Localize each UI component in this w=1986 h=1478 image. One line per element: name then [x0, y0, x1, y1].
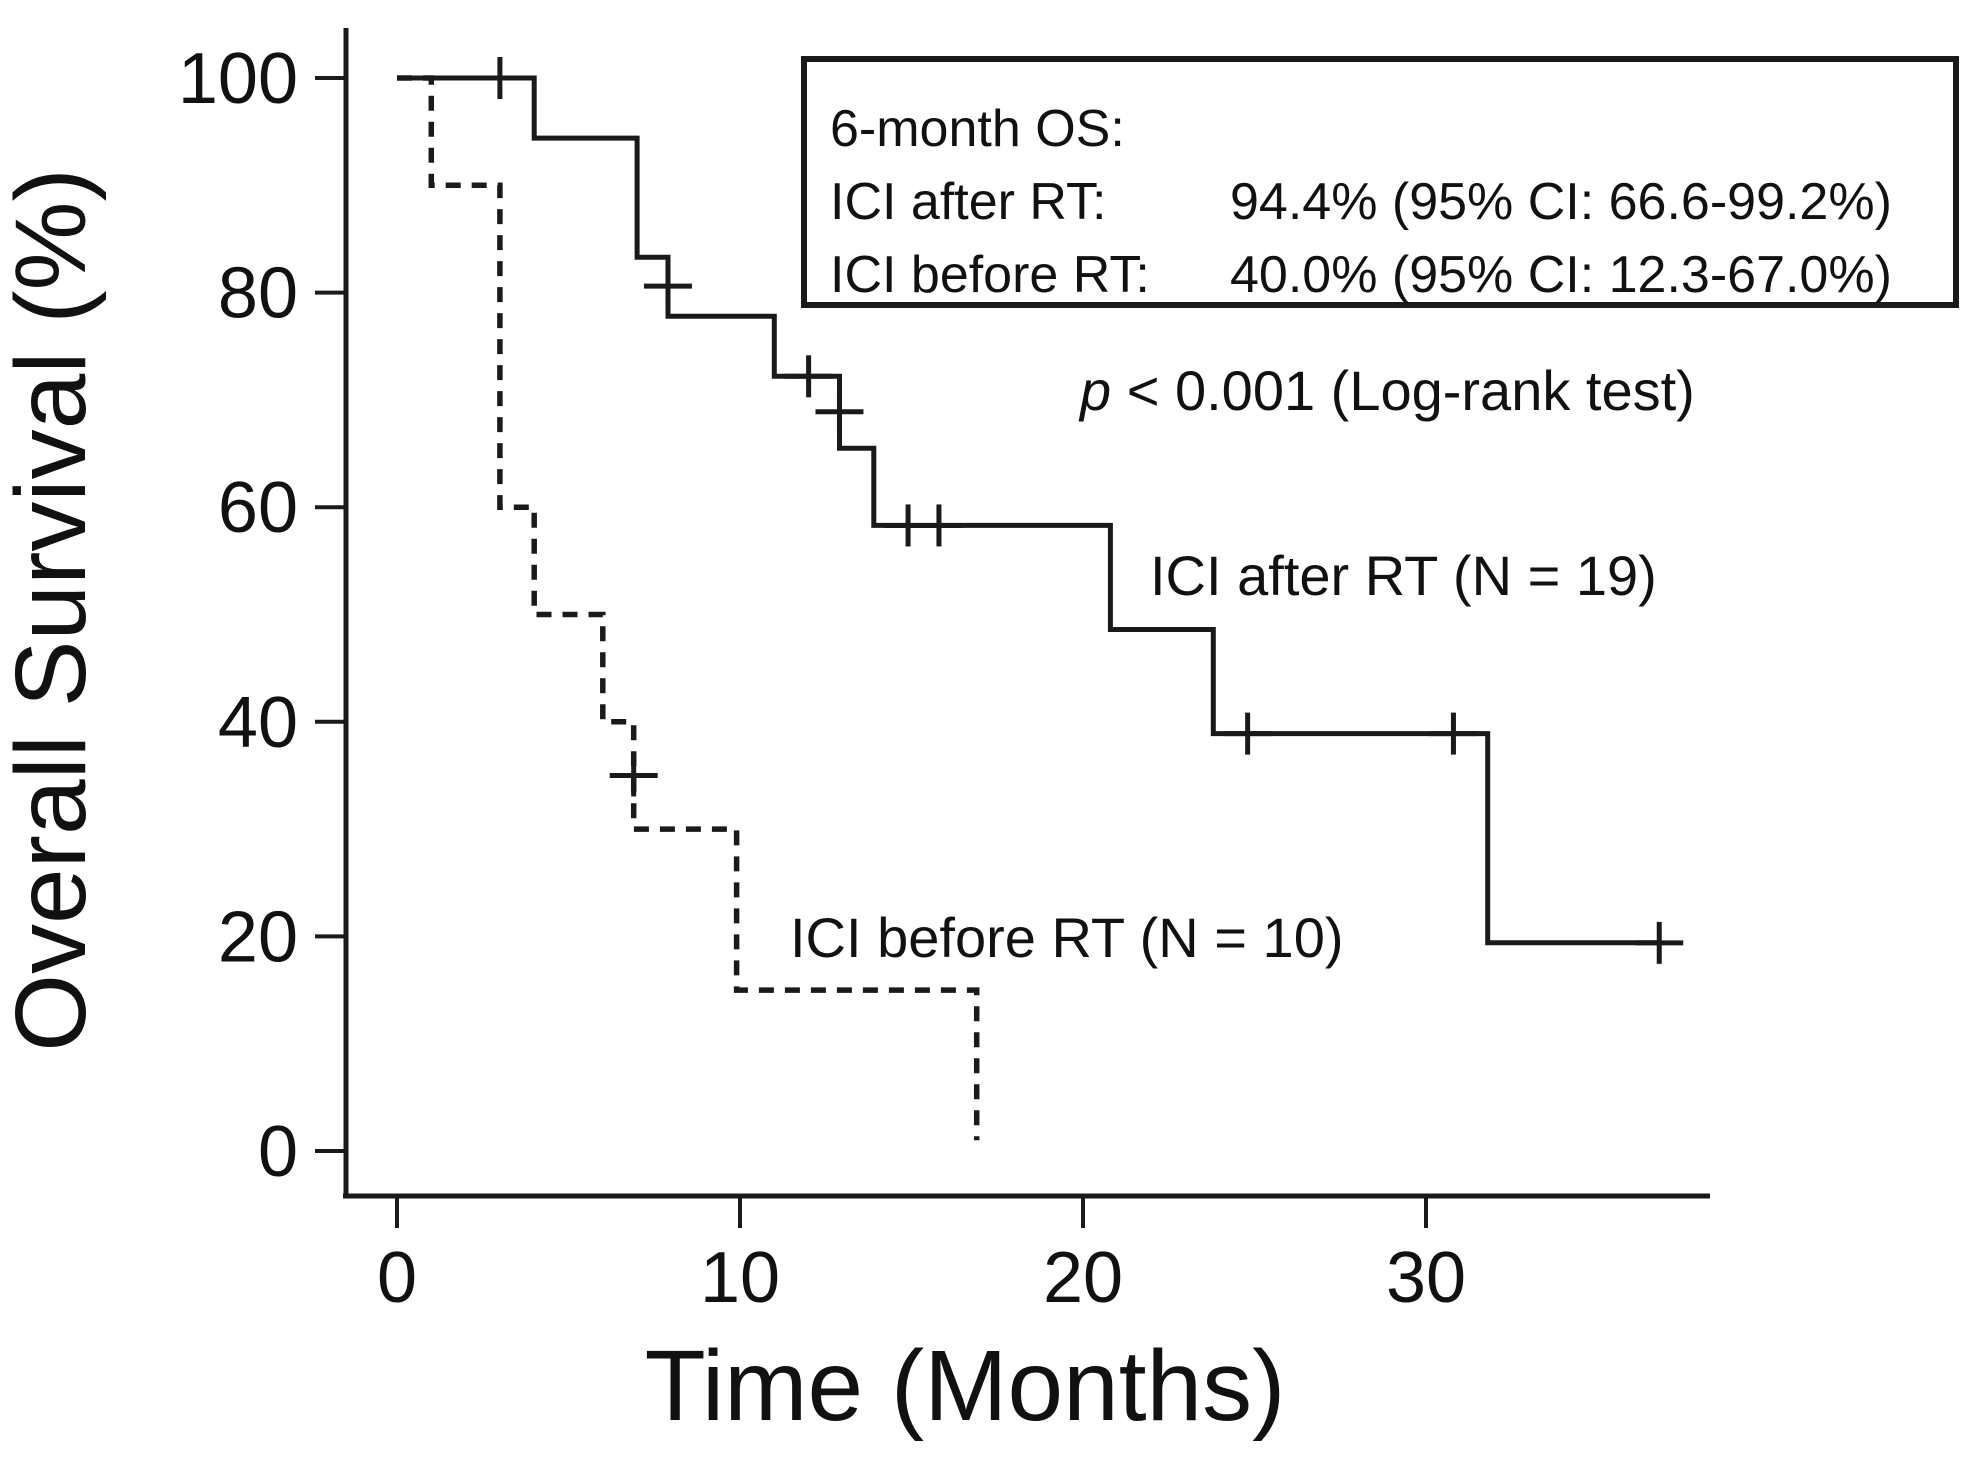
x-axis-title: Time (Months): [645, 1330, 1286, 1442]
p-text: < 0.001 (Log-rank test): [1111, 359, 1695, 422]
stats-box-row2-label: ICI before RT:: [830, 246, 1150, 304]
y-tick-label: 60: [218, 468, 298, 548]
censor-plus-mark: [784, 355, 833, 398]
censor-plus-mark: [815, 390, 864, 433]
censor-plus-mark: [914, 504, 963, 547]
km-curve-ici-before-rt: [397, 75, 980, 1141]
censor-plus-mark: [1635, 921, 1684, 964]
censor-plus-mark: [609, 754, 658, 797]
label-ici-after-rt: ICI after RT (N = 19): [1150, 544, 1657, 607]
censor-plus-mark: [643, 265, 692, 308]
y-tick-label: 0: [258, 1112, 298, 1192]
y-tick-label: 100: [178, 39, 298, 119]
censor-plus-mark: [1223, 712, 1272, 755]
stats-box: 6-month OS: ICI after RT: 94.4% (95% CI:…: [801, 56, 1959, 308]
stats-box-border: [801, 56, 1959, 308]
y-tick-label: 80: [218, 254, 298, 334]
stats-box-row1-label: ICI after RT:: [830, 173, 1106, 231]
x-tick-label: 10: [700, 1238, 780, 1318]
x-tick-label: 30: [1386, 1238, 1466, 1318]
y-tick-label: 20: [218, 897, 298, 977]
censor-plus-mark: [1429, 712, 1478, 755]
stats-box-row2-value: 40.0% (95% CI: 12.3-67.0%): [1230, 246, 1892, 304]
label-ici-before-rt: ICI before RT (N = 10): [790, 906, 1344, 969]
x-tick-label: 20: [1043, 1238, 1123, 1318]
censor-plus-mark: [475, 57, 524, 99]
x-tick-label: 0: [377, 1238, 417, 1318]
y-axis-ticks: 0 20 40 60 80 100: [178, 39, 346, 1192]
y-axis-title: Overall Survival (%): [0, 168, 107, 1052]
p-symbol: p: [1078, 359, 1111, 422]
y-tick-label: 40: [218, 683, 298, 763]
stats-box-title: 6-month OS:: [830, 100, 1125, 158]
p-value-annotation: p < 0.001 (Log-rank test): [1078, 359, 1695, 422]
stats-box-row1-value: 94.4% (95% CI: 66.6-99.2%): [1230, 173, 1892, 231]
axes: 0 20 40 60 80 100 0 10 20 30: [178, 28, 1710, 1318]
x-axis-ticks: 0 10 20 30: [377, 1196, 1466, 1318]
censor-marks: [475, 57, 1684, 964]
